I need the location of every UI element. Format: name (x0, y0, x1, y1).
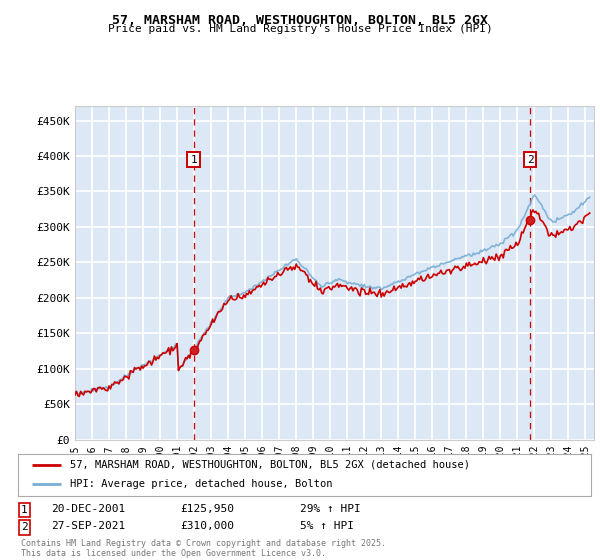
Text: HPI: Average price, detached house, Bolton: HPI: Average price, detached house, Bolt… (70, 479, 332, 489)
Text: £310,000: £310,000 (180, 521, 234, 531)
Text: Price paid vs. HM Land Registry's House Price Index (HPI): Price paid vs. HM Land Registry's House … (107, 24, 493, 34)
Text: 1: 1 (190, 155, 197, 165)
Text: 27-SEP-2021: 27-SEP-2021 (51, 521, 125, 531)
Text: 29% ↑ HPI: 29% ↑ HPI (300, 504, 361, 514)
Text: Contains HM Land Registry data © Crown copyright and database right 2025.
This d: Contains HM Land Registry data © Crown c… (21, 539, 386, 558)
Text: 1: 1 (21, 505, 28, 515)
Text: 2: 2 (527, 155, 533, 165)
Text: £125,950: £125,950 (180, 504, 234, 514)
Text: 5% ↑ HPI: 5% ↑ HPI (300, 521, 354, 531)
Text: 57, MARSHAM ROAD, WESTHOUGHTON, BOLTON, BL5 2GX (detached house): 57, MARSHAM ROAD, WESTHOUGHTON, BOLTON, … (70, 460, 470, 470)
Text: 2: 2 (21, 522, 28, 533)
Text: 57, MARSHAM ROAD, WESTHOUGHTON, BOLTON, BL5 2GX: 57, MARSHAM ROAD, WESTHOUGHTON, BOLTON, … (112, 14, 488, 27)
Text: 20-DEC-2001: 20-DEC-2001 (51, 504, 125, 514)
